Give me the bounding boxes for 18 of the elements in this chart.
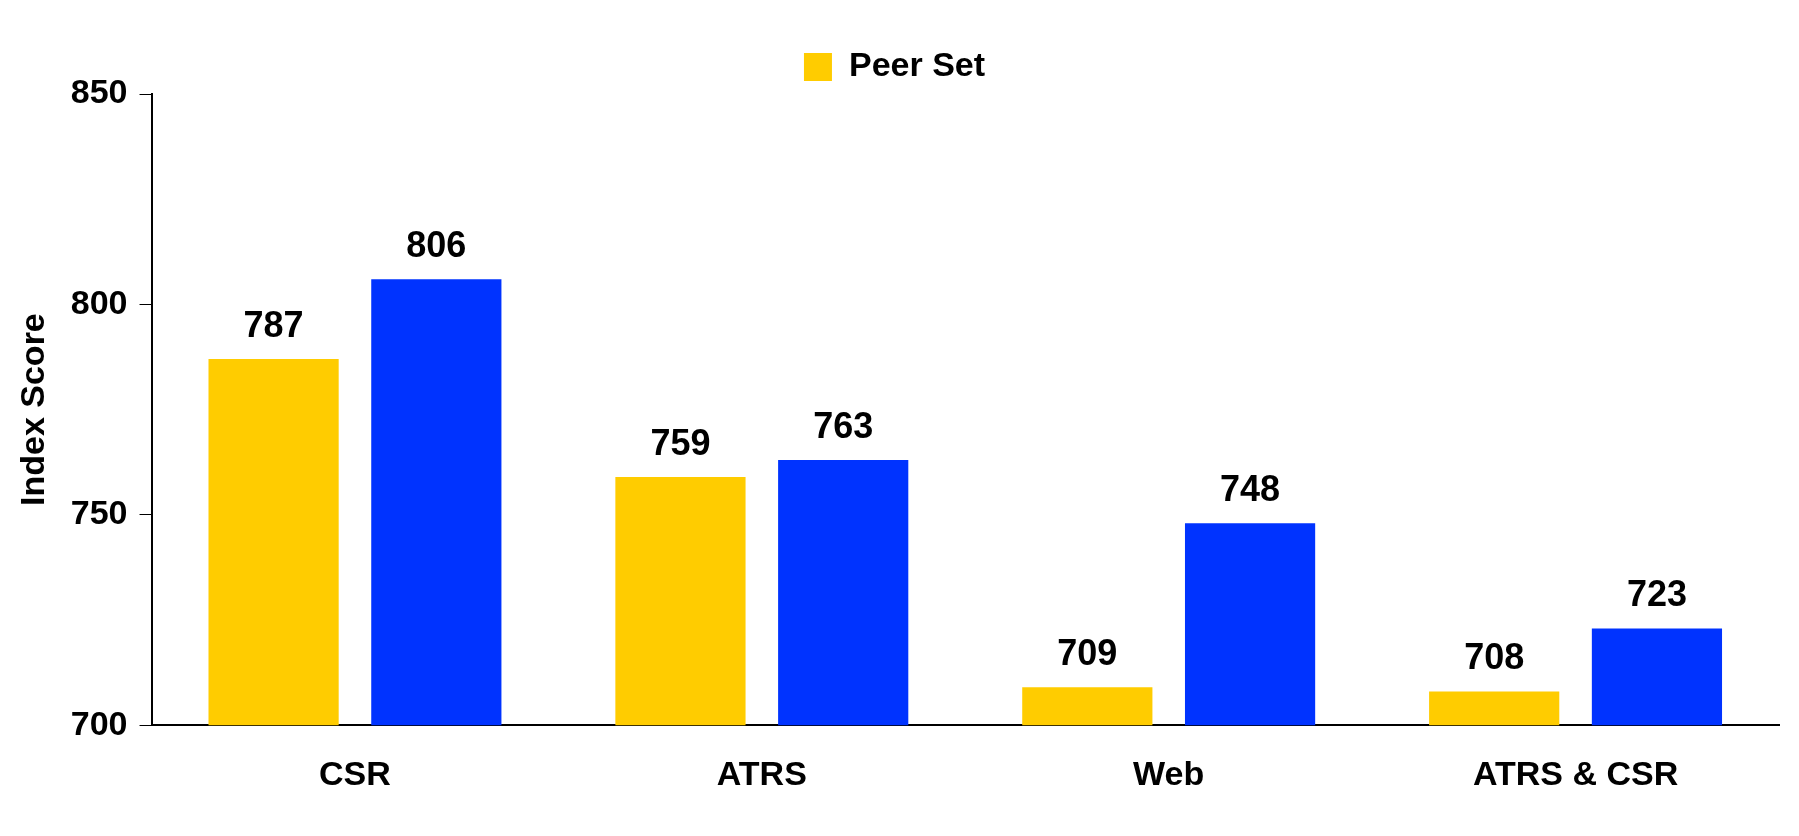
y-tick-label: 850 bbox=[70, 72, 128, 111]
y-tick-label: 800 bbox=[70, 282, 128, 321]
x-tick-label: ATRS & CSR bbox=[1472, 753, 1679, 792]
data-label: 759 bbox=[650, 421, 711, 463]
y-tick-label: 700 bbox=[70, 703, 128, 742]
data-label: 787 bbox=[243, 304, 304, 346]
x-tick-label: CSR bbox=[319, 753, 391, 792]
data-label: 763 bbox=[813, 405, 874, 447]
x-tick-label: Web bbox=[1133, 753, 1205, 792]
legend-label: Peer Set bbox=[848, 45, 986, 84]
x-tick-label: ATRS bbox=[716, 753, 807, 792]
data-label: 708 bbox=[1464, 636, 1525, 678]
data-label: 723 bbox=[1626, 573, 1687, 615]
data-label: 709 bbox=[1057, 632, 1118, 674]
data-label: 748 bbox=[1220, 468, 1281, 510]
y-axis-title: Index Score bbox=[12, 313, 51, 506]
y-tick-label: 750 bbox=[70, 493, 128, 532]
data-label: 806 bbox=[406, 224, 467, 266]
